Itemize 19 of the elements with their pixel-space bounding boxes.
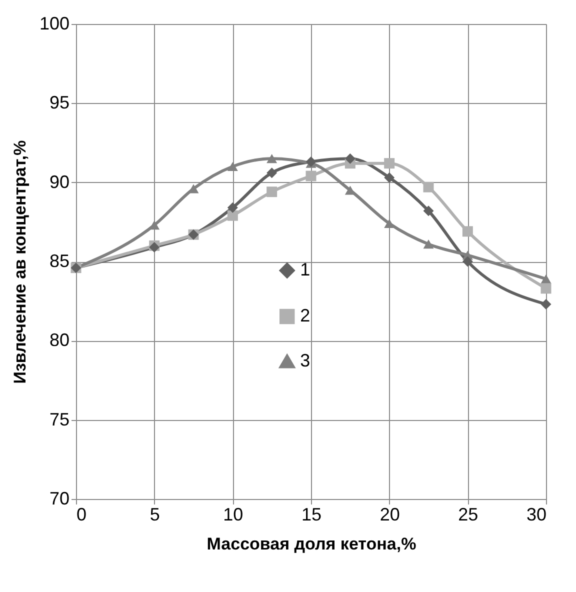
y-tick-label: 90	[49, 172, 70, 192]
y-tick-label: 70	[49, 488, 70, 508]
y-axis-title: Извлечение ав концентрат,%	[10, 140, 30, 384]
y-tick-label: 85	[49, 251, 70, 271]
x-tick-label: 25	[458, 504, 478, 524]
x-tick-label: 0	[76, 504, 87, 524]
x-axis-title: Массовая доля кетона,%	[206, 534, 416, 554]
legend-label: 3	[300, 350, 310, 370]
x-tick-label: 20	[380, 504, 400, 524]
y-tick-label: 75	[49, 409, 70, 430]
x-tick-label: 15	[301, 504, 322, 524]
x-tick-label: 5	[150, 504, 160, 524]
legend-label: 1	[300, 260, 310, 280]
x-tick-label: 30	[526, 504, 546, 524]
y-tick-label: 80	[49, 330, 70, 350]
y-tick-label: 100	[39, 14, 70, 34]
x-tick-label: 10	[223, 504, 244, 524]
y-tick-label: 95	[49, 92, 70, 113]
legend-label: 2	[300, 306, 310, 326]
